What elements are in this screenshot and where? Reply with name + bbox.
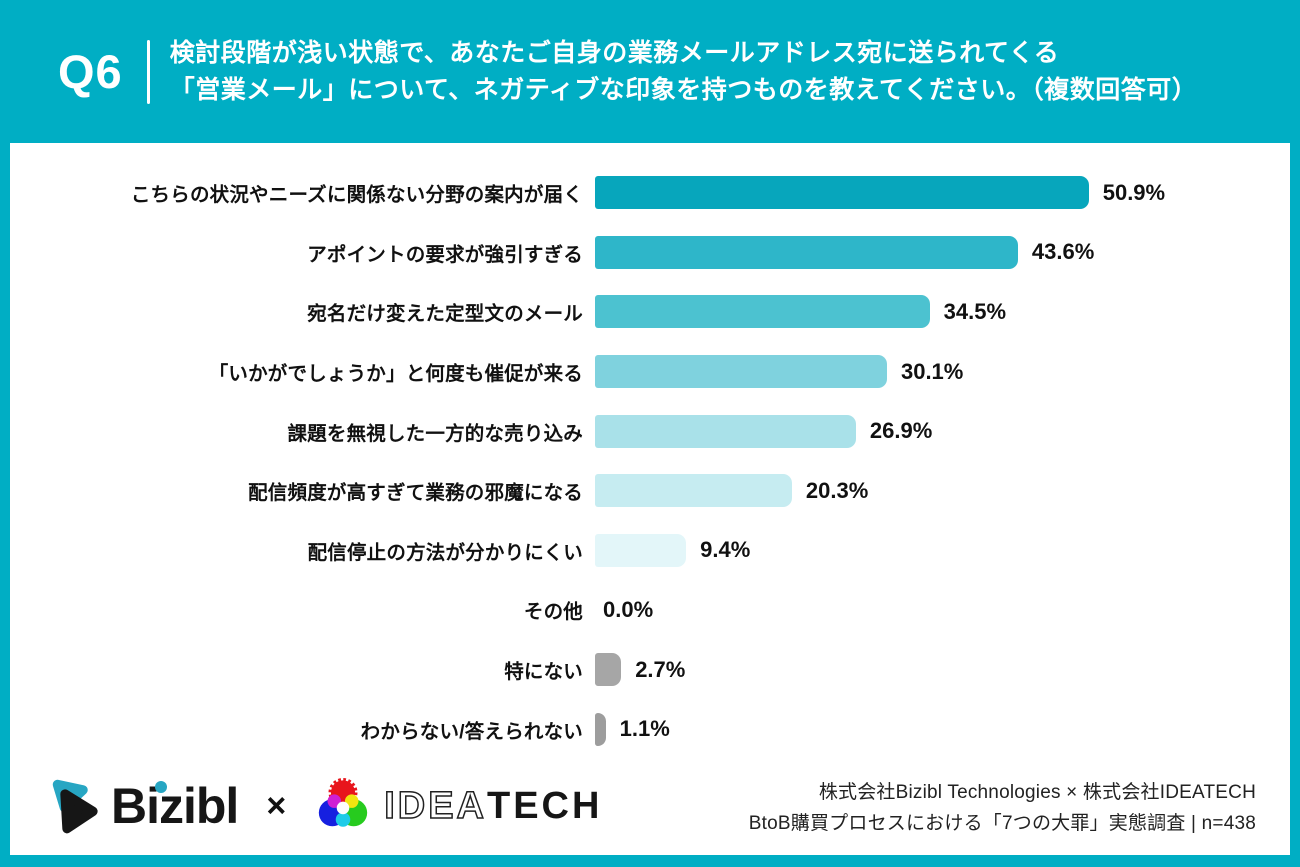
- category-label: 配信頻度が高すぎて業務の邪魔になる: [248, 482, 583, 505]
- source-attribution: 株式会社Bizibl Technologies × 株式会社IDEATECH B…: [749, 777, 1256, 839]
- category-label: その他: [523, 601, 583, 624]
- chart-row: アポイントの要求が強引すぎる 43.6%: [10, 223, 1290, 283]
- chart-row: 宛名だけ変えた定型文のメール 34.5%: [10, 282, 1290, 342]
- ideatech-white-center: [336, 801, 350, 815]
- category-label: 特にない: [504, 661, 583, 684]
- question-number: Q6: [58, 45, 123, 98]
- value-label: 0.0%: [603, 596, 654, 622]
- ideatech-logo-text: IDEA TECH: [383, 784, 603, 828]
- value-label: 43.6%: [1031, 239, 1095, 265]
- logo-lockup: Bizibl × IDEA TECH: [45, 769, 602, 843]
- value-label: 26.9%: [869, 418, 933, 444]
- value-label: 9.4%: [700, 537, 751, 563]
- ideatech-cyan-overlap: [335, 812, 351, 827]
- chart-row: 配信頻度が高すぎて業務の邪魔になる 20.3%: [10, 461, 1290, 521]
- category-label: 「いかがでしょうか」と何度も催促が来る: [208, 363, 583, 386]
- chart-row: その他 0.0%: [10, 580, 1290, 640]
- chart-row: 「いかがでしょうか」と何度も催促が来る 30.1%: [10, 342, 1290, 402]
- value-bar: [595, 176, 1089, 210]
- value-bar: [595, 414, 856, 448]
- chart-row: わからない/答えられない 1.1%: [10, 699, 1290, 759]
- value-label: 1.1%: [619, 716, 670, 742]
- chart-panel: こちらの状況やニーズに関係ない分野の案内が届く 50.9% アポイントの要求が強引す…: [10, 143, 1290, 855]
- category-label: 配信停止の方法が分かりにくい: [307, 541, 583, 564]
- source-line-1: 株式会社Bizibl Technologies × 株式会社IDEATECH: [818, 782, 1256, 803]
- category-label: 課題を無視した一方的な売り込み: [287, 422, 583, 445]
- value-bar: [595, 235, 1018, 269]
- bizibl-play-triangle: [60, 789, 98, 834]
- chart-row: 配信停止の方法が分かりにくい 9.4%: [10, 521, 1290, 581]
- ideatech-yellow-overlap: [345, 794, 359, 808]
- ideatech-outline-text: IDEA: [383, 784, 487, 828]
- value-bar: [595, 295, 930, 329]
- value-bar: [595, 653, 622, 687]
- category-label: わからない/答えられない: [360, 720, 583, 743]
- category-label: アポイントの要求が強引すぎる: [307, 243, 583, 266]
- bar-chart: こちらの状況やニーズに関係ない分野の案内が届く 50.9% アポイントの要求が強引す…: [10, 163, 1290, 759]
- bizibl-i-dot: [155, 781, 167, 793]
- ideatech-magenta-overlap: [327, 794, 342, 808]
- question-line-2: 「営業メール」について、ネガティブな印象を持つものを教えてください。（複数回答可…: [169, 75, 1198, 104]
- chart-row: こちらの状況やニーズに関係ない分野の案内が届く 50.9%: [10, 163, 1290, 223]
- value-label: 30.1%: [900, 358, 964, 384]
- value-label: 20.3%: [805, 477, 869, 503]
- category-label: 宛名だけ変えた定型文のメール: [307, 303, 583, 326]
- chart-row: 特にない 2.7%: [10, 640, 1290, 700]
- question-text: 検討段階が浅い状態で、あなたご自身の業務メールアドレス宛に送られてくる 「営業メ…: [170, 35, 1198, 109]
- value-bar: [595, 533, 687, 567]
- question-line-1: 検討段階が浅い状態で、あなたご自身の業務メールアドレス宛に送られてくる: [169, 38, 1060, 67]
- value-bar: [595, 355, 887, 389]
- ideatech-solid-text: TECH: [486, 784, 603, 827]
- ideatech-logo-icon: [319, 777, 368, 827]
- header-divider: [146, 39, 150, 104]
- value-bar: [595, 474, 792, 508]
- question-header: Q6 検討段階が浅い状態で、あなたご自身の業務メールアドレス宛に送られてくる 「…: [0, 0, 1300, 143]
- value-label: 34.5%: [943, 298, 1007, 324]
- category-label: こちらの状況やニーズに関係ない分野の案内が届く: [130, 184, 583, 207]
- value-label: 2.7%: [635, 656, 686, 682]
- source-line-2: BtoB購買プロセスにおける「7つの大罪」実態調査 | n=438: [748, 813, 1256, 834]
- bizibl-logo-icon: [52, 779, 98, 834]
- collab-x-separator: ×: [266, 786, 287, 825]
- value-label: 50.9%: [1102, 179, 1166, 205]
- chart-row: 課題を無視した一方的な売り込み 26.9%: [10, 401, 1290, 461]
- value-bar: [595, 712, 606, 746]
- bizibl-logo-text: Bizibl: [111, 778, 239, 834]
